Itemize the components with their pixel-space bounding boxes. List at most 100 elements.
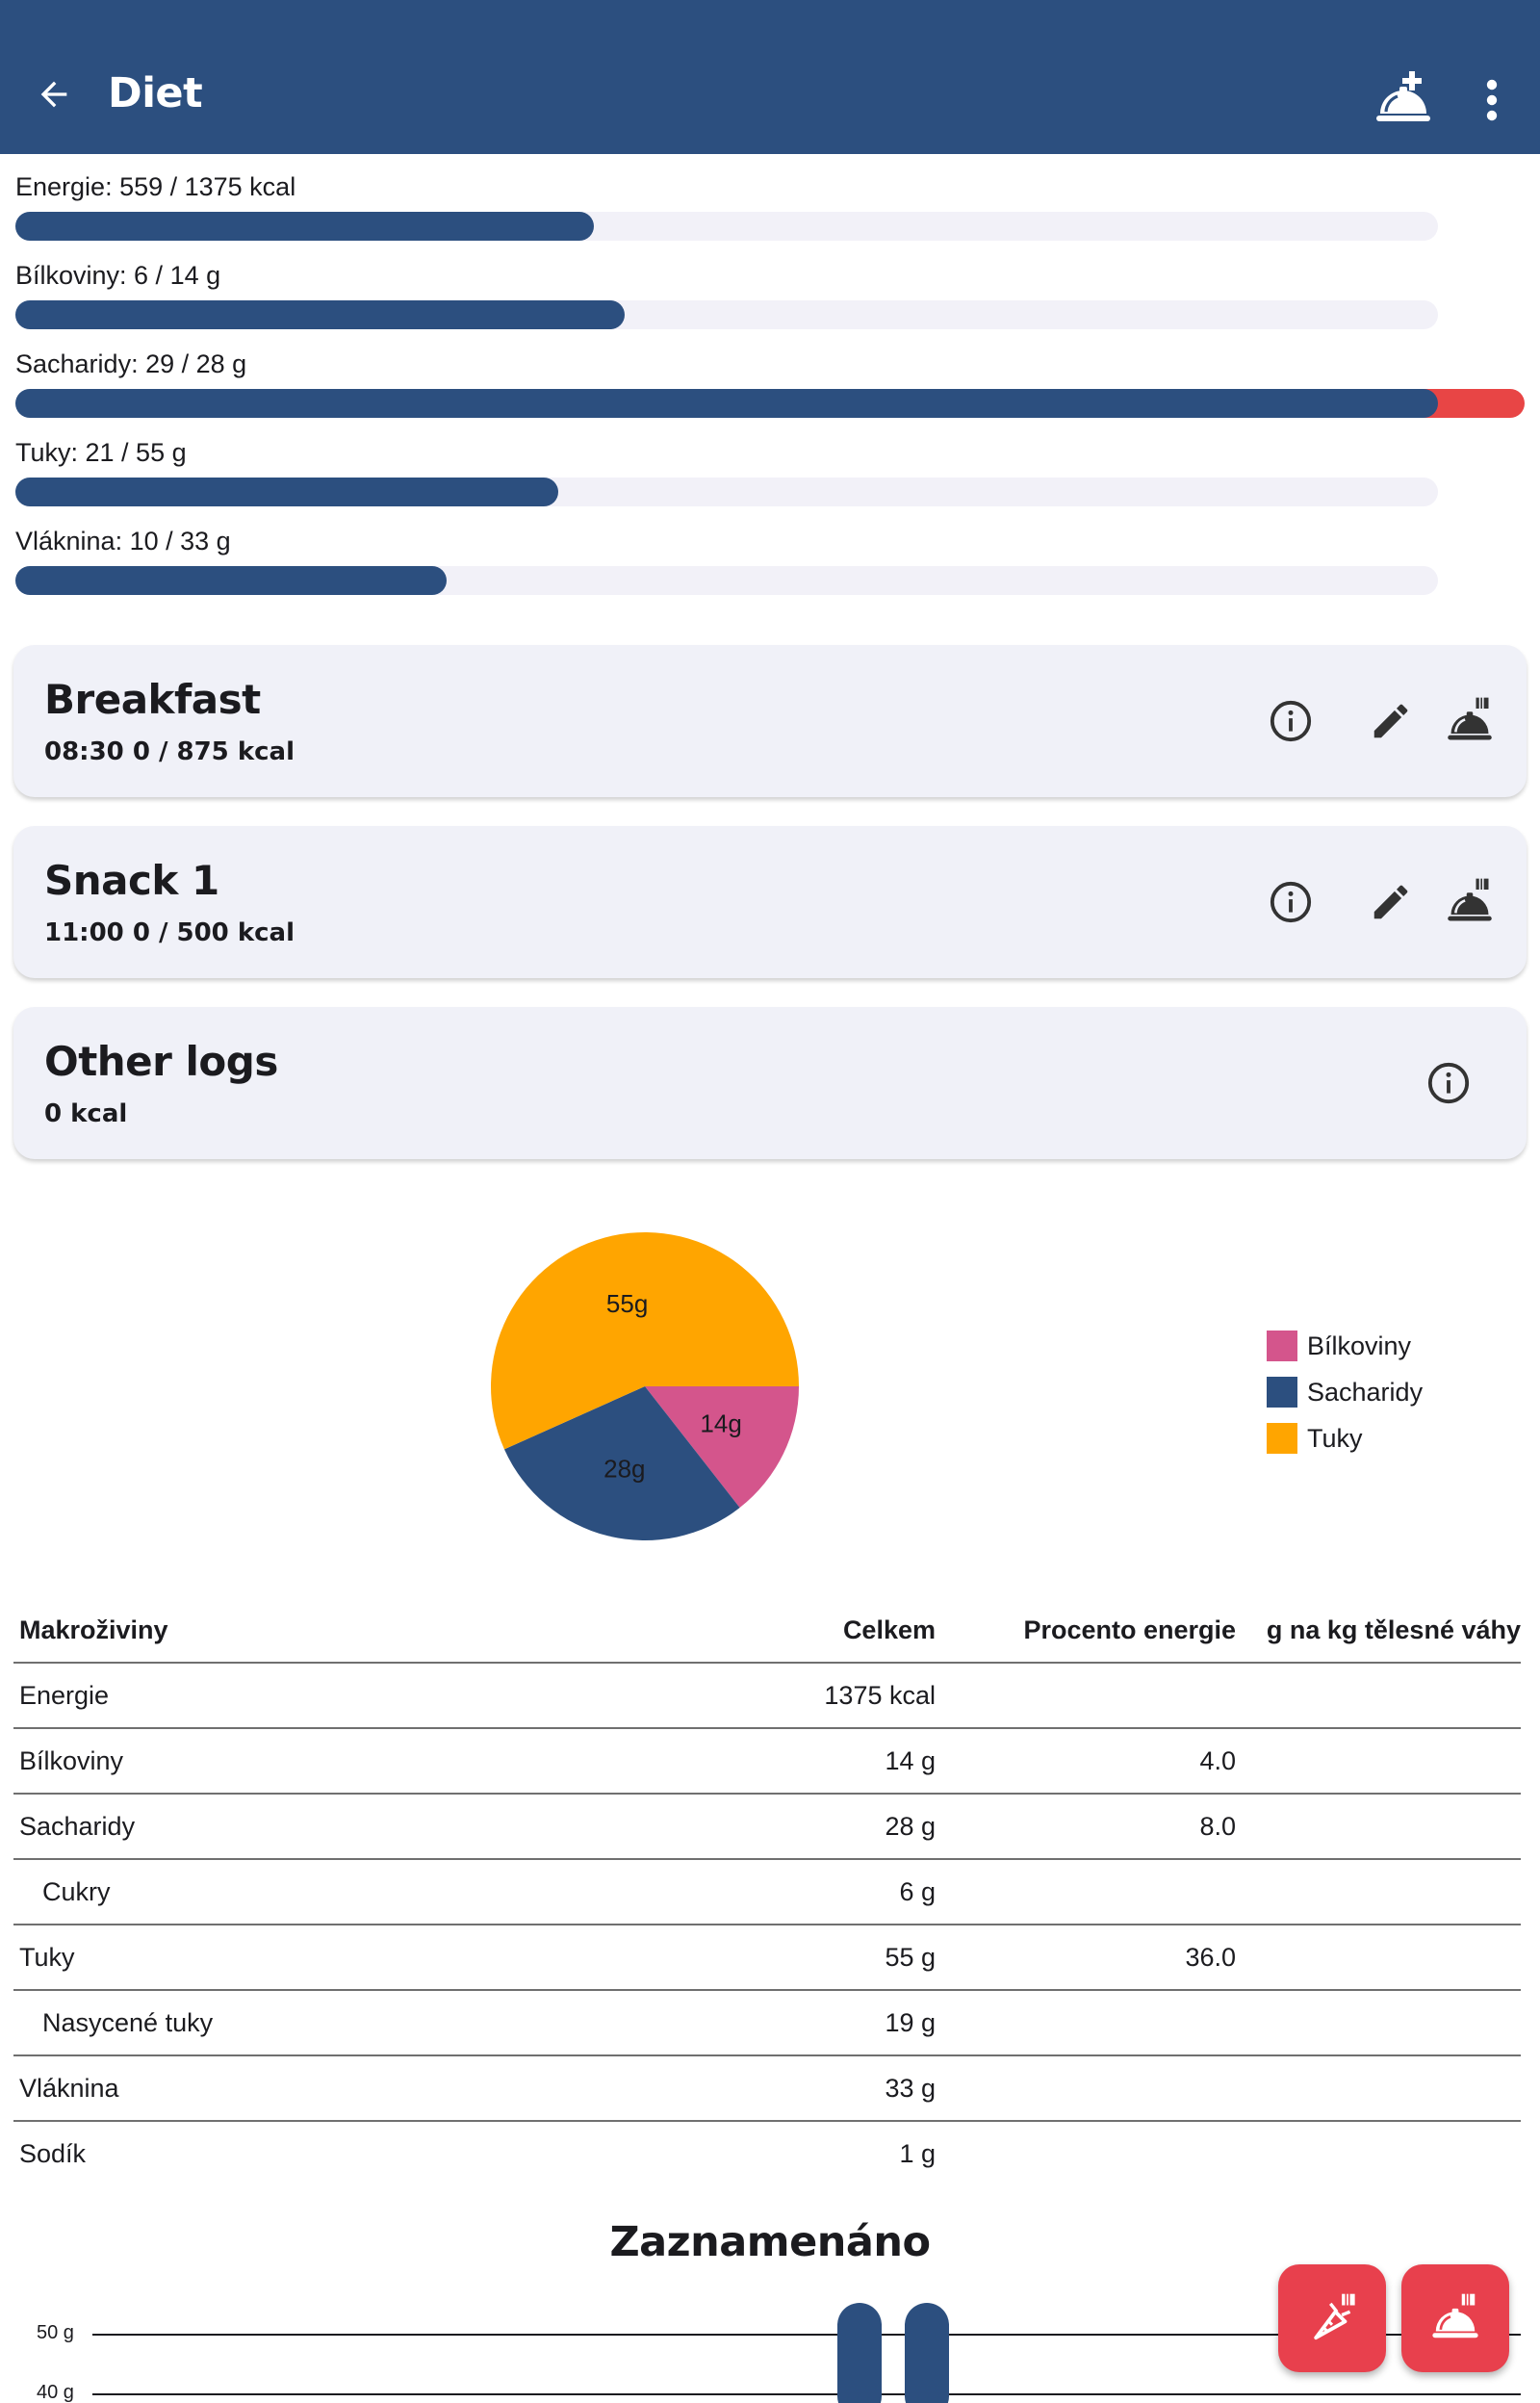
progress-fill — [15, 212, 594, 241]
info-button[interactable] — [1261, 872, 1321, 932]
legend-item-fat: Tuky — [1267, 1415, 1423, 1461]
row-percent: 4.0 — [1199, 1746, 1236, 1775]
row-name: Energie — [19, 1681, 110, 1710]
table-row: Tuky 55 g 36.0 — [13, 1925, 1521, 1991]
legend-item-protein: Bílkoviny — [1267, 1323, 1423, 1369]
nutrient-label: Vláknina: 10 / 33 g — [15, 527, 231, 556]
log-meal-button[interactable] — [1440, 872, 1500, 932]
row-name: Nasycené tuky — [42, 2008, 214, 2037]
arrow-back-icon — [40, 81, 67, 108]
more-options-button[interactable] — [1476, 73, 1507, 127]
info-icon — [1270, 700, 1312, 742]
pie-svg: 14g 28g 55g — [491, 1232, 799, 1540]
pie-data-label: 55g — [606, 1289, 648, 1318]
back-button[interactable] — [29, 69, 79, 119]
row-total: 6 g — [899, 1877, 936, 1906]
nutrient-fat: Tuky: 21 / 55 g — [15, 435, 1525, 524]
legend-swatch — [1267, 1331, 1297, 1361]
nutrient-label: Tuky: 21 / 55 g — [15, 438, 187, 467]
meal-card-other-logs[interactable]: Other logs 0 kcal — [13, 1007, 1527, 1159]
nutrient-protein: Bílkoviny: 6 / 14 g — [15, 258, 1525, 347]
log-food-icon — [1314, 2293, 1355, 2340]
row-total: 55 g — [885, 1943, 936, 1972]
legend-label: Bílkoviny — [1307, 1331, 1412, 1360]
progress-fill — [15, 389, 1438, 418]
row-total: 19 g — [885, 2008, 936, 2037]
meal-meta: 0 kcal — [44, 1099, 128, 1128]
legend-item-carbs: Sacharidy — [1267, 1369, 1423, 1415]
table-row: Sacharidy 28 g 8.0 — [13, 1795, 1521, 1860]
add-meal-button[interactable] — [1373, 67, 1434, 129]
log-meal-icon — [1432, 2293, 1478, 2338]
pencil-icon — [1373, 885, 1408, 919]
room-service-barcode-icon — [1448, 878, 1492, 921]
row-percent: 8.0 — [1199, 1812, 1236, 1841]
nutrient-fiber: Vláknina: 10 / 33 g — [15, 524, 1525, 612]
row-name: Cukry — [42, 1877, 111, 1906]
macro-pie-chart: 14g 28g 55g — [481, 1223, 808, 1550]
nutrient-label: Energie: 559 / 1375 kcal — [15, 172, 296, 201]
pie-slice-sacharidy — [503, 1386, 740, 1540]
row-name: Vláknina — [19, 2074, 119, 2103]
meal-meta: 08:30 0 / 875 kcal — [44, 737, 295, 766]
table-row: Nasycené tuky 19 g — [13, 1991, 1521, 2056]
meal-name: Other logs — [44, 1038, 278, 1085]
meal-name: Snack 1 — [44, 857, 219, 904]
row-total: 14 g — [885, 1746, 936, 1775]
progress-fill — [15, 566, 447, 595]
meal-meta: 11:00 0 / 500 kcal — [44, 918, 295, 947]
log-meal-fab[interactable] — [1401, 2264, 1509, 2372]
info-icon — [1270, 881, 1312, 923]
pie-slice-bílkoviny — [645, 1386, 799, 1509]
nutrient-carbs: Sacharidy: 29 / 28 g — [15, 347, 1525, 435]
room-service-plus-icon — [1376, 71, 1430, 121]
progress-fill — [15, 478, 558, 506]
log-food-fab[interactable] — [1278, 2264, 1386, 2372]
log-meal-button[interactable] — [1440, 691, 1500, 751]
table-row: Bílkoviny 14 g 4.0 — [13, 1729, 1521, 1795]
y-tick-label: 50 g — [37, 2322, 74, 2343]
app-bar: Diet — [0, 0, 1540, 154]
meal-card-snack[interactable]: Snack 1 11:00 0 / 500 kcal — [13, 826, 1527, 978]
pie-slice-tuky — [491, 1232, 799, 1450]
row-total: 28 g — [885, 1812, 936, 1841]
row-name: Sacharidy — [19, 1812, 136, 1841]
legend-swatch — [1267, 1377, 1297, 1408]
info-icon — [1427, 1062, 1470, 1104]
page-title: Diet — [108, 69, 203, 117]
pie-legend: Bílkoviny Sacharidy Tuky — [1267, 1323, 1423, 1461]
logged-bar — [905, 2303, 949, 2403]
header-cell: Makroživiny — [19, 1615, 168, 1644]
table-row: Cukry 6 g — [13, 1860, 1521, 1925]
more-vertical-icon — [1486, 79, 1498, 121]
nutrient-energy: Energie: 559 / 1375 kcal — [15, 169, 1525, 258]
progress-fill — [15, 300, 625, 329]
nutrient-label: Bílkoviny: 6 / 14 g — [15, 261, 221, 290]
info-button[interactable] — [1419, 1053, 1478, 1113]
row-total: 33 g — [885, 2074, 936, 2103]
row-name: Tuky — [19, 1943, 75, 1972]
pencil-icon — [1373, 704, 1408, 738]
header-cell: g na kg tělesné váhy — [1266, 1615, 1521, 1644]
legend-swatch — [1267, 1423, 1297, 1454]
pie-data-label: 28g — [603, 1454, 645, 1483]
header-cell: Celkem — [842, 1615, 936, 1644]
edit-button[interactable] — [1361, 872, 1421, 932]
header-cell: Procento energie — [1023, 1615, 1236, 1644]
pie-data-label: 14g — [700, 1409, 741, 1438]
meal-card-breakfast[interactable]: Breakfast 08:30 0 / 875 kcal — [13, 645, 1527, 797]
logged-section-title: Zaznamenáno — [609, 2218, 931, 2266]
edit-button[interactable] — [1361, 691, 1421, 751]
info-button[interactable] — [1261, 691, 1321, 751]
y-tick-label: 40 g — [37, 2382, 74, 2403]
logged-bar — [837, 2303, 882, 2403]
row-name: Bílkoviny — [19, 1746, 124, 1775]
nutrient-label: Sacharidy: 29 / 28 g — [15, 349, 247, 378]
legend-label: Tuky — [1307, 1423, 1363, 1453]
table-row: Sodík 1 g — [13, 2122, 1521, 2187]
legend-label: Sacharidy — [1307, 1377, 1424, 1407]
row-percent: 36.0 — [1185, 1943, 1236, 1972]
table-row: Energie 1375 kcal — [13, 1664, 1521, 1729]
room-service-barcode-icon — [1448, 697, 1492, 740]
meal-name: Breakfast — [44, 676, 261, 723]
